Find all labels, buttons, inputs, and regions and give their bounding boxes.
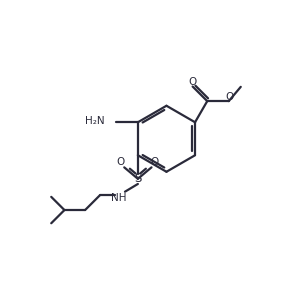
Text: O: O	[225, 92, 233, 101]
Text: O: O	[151, 158, 159, 168]
Text: NH: NH	[111, 193, 127, 203]
Text: S: S	[134, 172, 141, 185]
Text: O: O	[117, 158, 125, 168]
Text: O: O	[189, 77, 197, 87]
Text: H₂N: H₂N	[85, 116, 104, 126]
